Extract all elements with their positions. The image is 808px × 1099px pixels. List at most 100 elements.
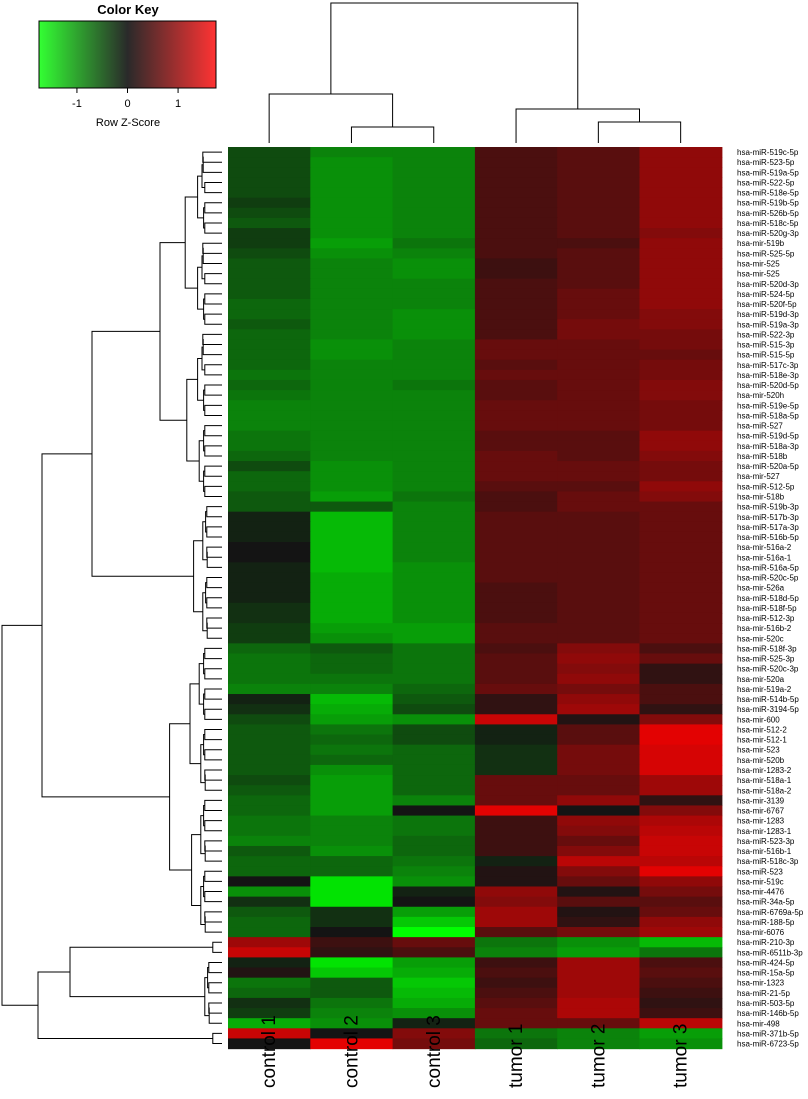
heatmap-cell [228,775,311,786]
heatmap-cell [557,147,641,158]
heatmap-cell [639,653,723,665]
heatmap-cell [392,157,476,168]
row-dendrogram-branch [204,708,222,720]
heatmap-cell [639,521,723,533]
heatmap-cell [474,450,558,462]
heatmap-cell [392,501,476,513]
heatmap-cell [392,359,476,371]
heatmap-cell [474,481,558,493]
heatmap-cell [228,288,311,300]
heatmap-cell [392,805,476,817]
row-label: hsa-miR-515-5p [737,351,795,360]
heatmap-cell [639,714,723,726]
heatmap-cell [639,268,723,280]
row-dendrogram-branch [204,647,222,660]
heatmap-cell [310,927,394,938]
heatmap-cell [310,562,394,574]
heatmap-cell [557,258,641,270]
heatmap-cell [639,491,723,503]
row-label: hsa-mir-518a-1 [737,776,792,785]
heatmap-cell [557,298,641,310]
heatmap-cell [639,977,723,989]
heatmap-cell [557,683,641,695]
heatmap-cell [557,886,641,898]
heatmap-cell [474,876,558,888]
heatmap-cell [228,268,311,280]
color-key-gradient [38,20,217,89]
heatmap-cell [639,450,723,462]
row-dendrogram-branch [37,971,213,1039]
row-label: hsa-mir-6076 [737,928,785,937]
heatmap-cell [392,602,476,614]
heatmap-cell [310,744,394,756]
row-label: hsa-miR-6723-5p [737,1040,799,1049]
heatmap-cell [310,714,394,726]
heatmap-cell [639,562,723,574]
heatmap-cell [557,694,641,705]
heatmap-cell [392,369,476,381]
row-label: hsa-miR-519a-5p [737,168,799,177]
row-dendrogram-branch [193,540,203,613]
heatmap-cell [557,501,641,513]
heatmap-cell [474,511,558,523]
row-label: hsa-miR-514b-5p [737,695,799,704]
heatmap-cell [228,663,311,675]
heatmap-cell [557,947,641,958]
heatmap-cell [474,369,558,381]
heatmap-cell [557,927,641,938]
heatmap-cell [474,916,558,928]
heatmap-cell [310,856,394,867]
heatmap-cell [474,1038,558,1050]
heatmap-cell [228,461,311,472]
heatmap-cell [310,157,394,168]
heatmap-cell [392,379,476,391]
row-label: hsa-miR-520a-5p [737,462,799,471]
heatmap-cell [228,785,311,796]
column-label: tumor 2 [588,1024,609,1088]
row-label: hsa-miR-519e-5p [737,401,799,410]
heatmap-cell [557,217,641,229]
row-label: hsa-mir-1283-2 [737,766,792,775]
heatmap-cell [557,339,641,351]
heatmap-cell [310,997,394,1009]
row-dendrogram-branch [169,723,192,871]
heatmap-cell [557,734,641,746]
heatmap-cell [228,602,311,614]
heatmap-cell [639,420,723,432]
heatmap-cell [310,309,394,320]
heatmap-cell [639,298,723,310]
column-dendrogram-branch [330,2,579,109]
heatmap-cell [228,147,311,158]
heatmap-cell [392,491,476,503]
heatmap-cell [639,1018,723,1029]
heatmap-cell [392,187,476,199]
row-label: hsa-miR-518c-5p [737,219,799,228]
heatmap-cell [310,258,394,270]
heatmap-cell [310,957,394,969]
heatmap-cells [228,147,723,1050]
heatmap-cell [310,582,394,594]
heatmap-cell [639,248,723,260]
heatmap-cell [392,1028,476,1040]
heatmap-cell [310,329,394,341]
color-key-tick-label: 1 [175,98,181,110]
row-dendrogram-branch [69,946,213,998]
heatmap-cell [474,825,558,837]
heatmap-cell [392,167,476,178]
column-labels: control 1 control 2 control 3 tumor 1 tumor … [259,1015,692,1088]
row-label: hsa-mir-516a-1 [737,553,792,562]
heatmap-cell [228,1028,311,1040]
heatmap-cell [228,997,311,1009]
row-label: hsa-mir-516a-2 [737,543,792,552]
row-label: hsa-miR-520f-5p [737,300,797,309]
row-dendrogram-branch [202,242,222,254]
column-label: control 3 [424,1015,445,1088]
row-dendrogram-branch [204,845,222,862]
row-dendrogram-branch [206,577,222,589]
heatmap-cell [310,511,394,523]
heatmap-cell [392,987,476,999]
row-dendrogram-branch [208,1002,222,1014]
row-dendrogram-branch [204,799,222,812]
row-dendrogram-branch [184,196,198,289]
heatmap-cell [392,724,476,736]
